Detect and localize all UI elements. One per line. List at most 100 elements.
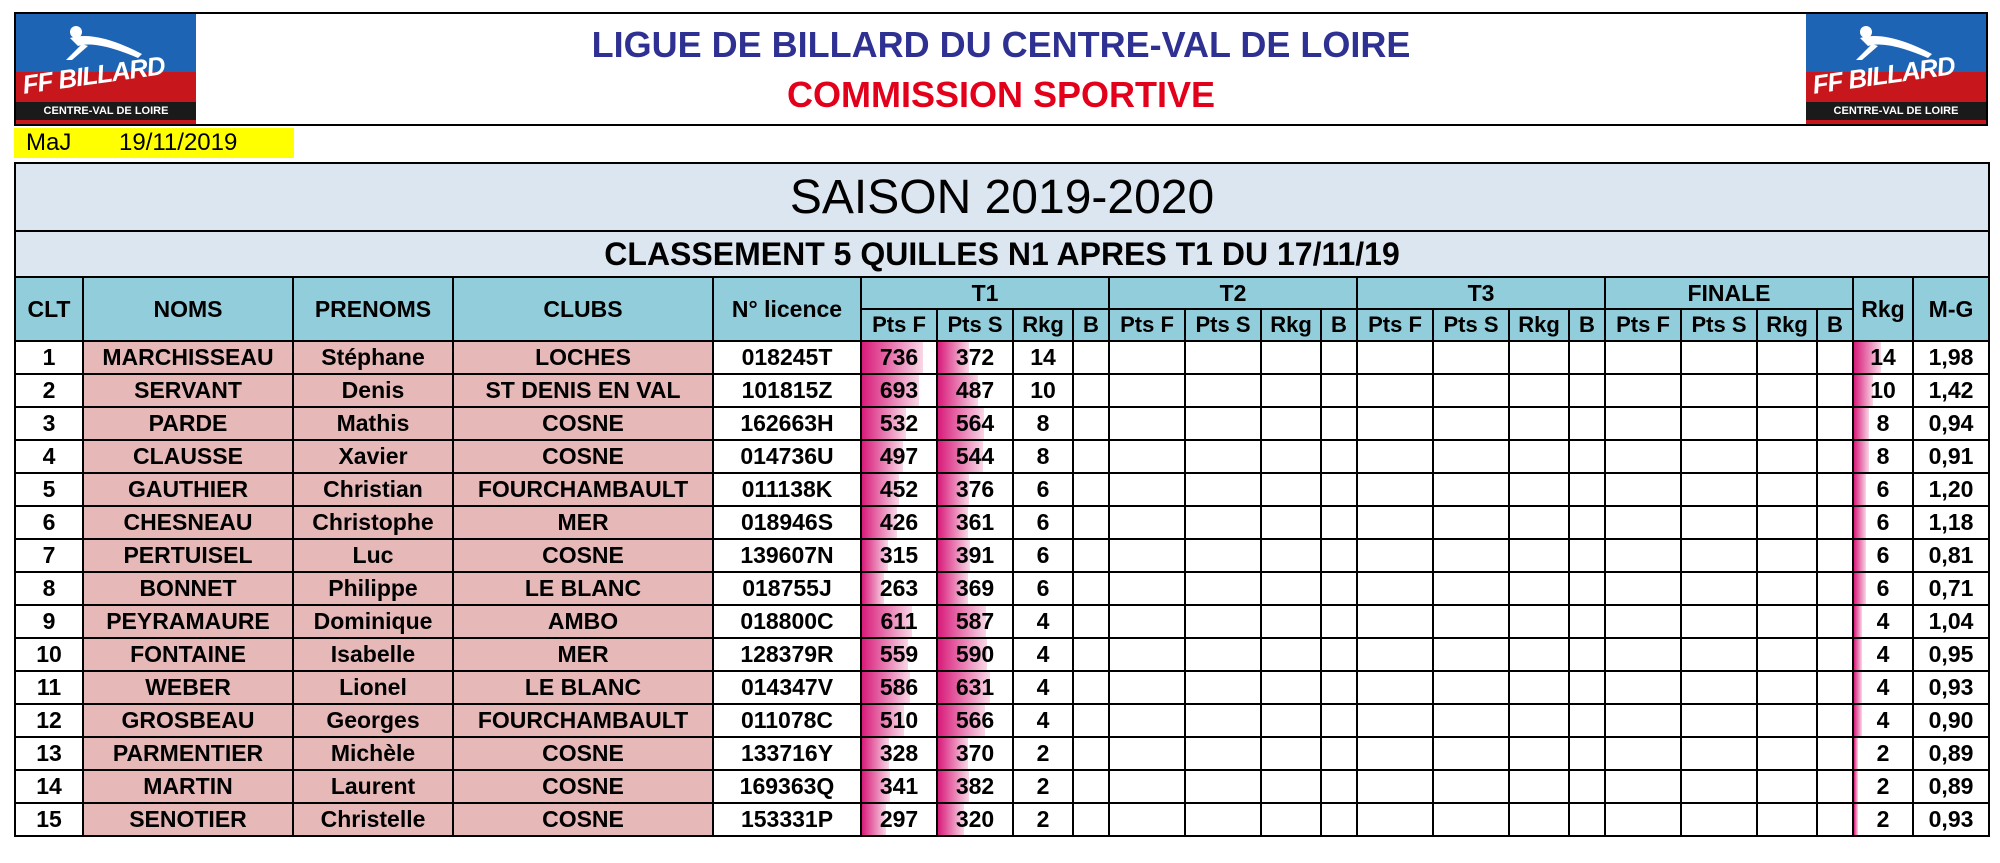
cell-t1-rkg: 6 <box>1012 571 1074 606</box>
cell-prenom: Christophe <box>292 505 454 540</box>
table-row: 4 CLAUSSE Xavier COSNE 014736U 497 544 8 8 0,91 <box>14 439 1991 474</box>
cell-t1-b <box>1072 505 1110 540</box>
cell-clt: 2 <box>14 373 84 408</box>
cell-empty <box>1756 637 1818 672</box>
cell-empty <box>1260 439 1322 474</box>
cell-t1-pts-s: 487 <box>936 373 1014 408</box>
cell-t1-pts-s: 369 <box>936 571 1014 606</box>
cell-rkg: 4 <box>1852 637 1914 672</box>
cell-t1-pts-f-bar <box>863 640 908 669</box>
cell-t1-pts-f-value: 497 <box>879 443 919 469</box>
cell-empty <box>1356 472 1434 507</box>
cell-rkg: 2 <box>1852 769 1914 804</box>
cell-t1-b <box>1072 604 1110 639</box>
cell-empty <box>1816 472 1854 507</box>
cell-t1-pts-f: 559 <box>860 637 938 672</box>
cell-t1-rkg: 8 <box>1012 439 1074 474</box>
cell-empty <box>1184 670 1262 705</box>
cell-t1-pts-f: 452 <box>860 472 938 507</box>
cell-empty <box>1568 802 1606 837</box>
cell-rkg-bar <box>1855 673 1862 702</box>
cell-empty <box>1508 604 1570 639</box>
col-t3: T3 <box>1356 276 1606 310</box>
cell-rkg: 6 <box>1852 571 1914 606</box>
cell-licence: 128379R <box>712 637 862 672</box>
cell-t1-pts-f: 297 <box>860 802 938 837</box>
table-row: 11 WEBER Lionel LE BLANC 014347V 586 631 4 4 0,93 <box>14 670 1991 705</box>
cell-empty <box>1680 604 1758 639</box>
cell-rkg-value: 8 <box>1876 443 1890 469</box>
cell-t1-rkg: 6 <box>1012 538 1074 573</box>
cell-t1-b <box>1072 703 1110 738</box>
cell-nom: GAUTHIER <box>82 472 294 507</box>
cell-licence: 018245T <box>712 340 862 375</box>
cell-mg: 0,93 <box>1911 802 1991 837</box>
cell-mg: 0,81 <box>1911 538 1991 573</box>
subcol-t2-pts-s: Pts S <box>1184 308 1262 342</box>
cell-t1-b <box>1072 736 1110 771</box>
cell-empty <box>1320 373 1358 408</box>
cell-nom: GROSBEAU <box>82 703 294 738</box>
cell-empty <box>1432 769 1510 804</box>
cell-t1-rkg: 6 <box>1012 505 1074 540</box>
cell-t1-pts-s-value: 361 <box>955 509 995 535</box>
cell-empty <box>1432 703 1510 738</box>
cell-empty <box>1568 340 1606 375</box>
cell-rkg-value: 6 <box>1876 476 1890 502</box>
cell-empty <box>1816 769 1854 804</box>
cell-empty <box>1184 703 1262 738</box>
cell-empty <box>1604 505 1682 540</box>
cell-t1-pts-f-value: 736 <box>879 344 919 370</box>
cell-mg: 0,93 <box>1911 670 1991 705</box>
cell-rkg-bar <box>1855 343 1882 372</box>
cell-t1-pts-f-bar <box>863 739 889 768</box>
cell-rkg: 2 <box>1852 736 1914 771</box>
cell-empty <box>1568 769 1606 804</box>
cell-empty <box>1260 472 1322 507</box>
cell-clt: 3 <box>14 406 84 441</box>
cell-empty <box>1680 703 1758 738</box>
cell-empty <box>1356 340 1434 375</box>
cell-mg: 0,95 <box>1911 637 1991 672</box>
cell-empty <box>1320 736 1358 771</box>
cell-empty <box>1320 703 1358 738</box>
cell-empty <box>1508 769 1570 804</box>
cell-t1-pts-f-bar <box>863 376 919 405</box>
cell-clt: 6 <box>14 505 84 540</box>
cell-t1-pts-f: 315 <box>860 538 938 573</box>
cell-rkg-bar <box>1855 442 1870 471</box>
cell-t1-pts-f-value: 510 <box>879 707 919 733</box>
cell-t1-pts-f-bar <box>863 673 911 702</box>
cell-t1-rkg: 8 <box>1012 406 1074 441</box>
cell-t1-pts-f-bar <box>863 706 904 735</box>
cell-t1-pts-f-value: 263 <box>879 575 919 601</box>
cell-t1-pts-f-value: 452 <box>879 476 919 502</box>
cell-empty <box>1508 703 1570 738</box>
cell-empty <box>1320 472 1358 507</box>
cell-t1-pts-s: 320 <box>936 802 1014 837</box>
cell-rkg-value: 6 <box>1876 509 1890 535</box>
subcol-finale-pts-f: Pts F <box>1604 308 1682 342</box>
cell-empty <box>1108 604 1186 639</box>
cell-rkg-value: 4 <box>1876 674 1890 700</box>
cell-t1-b <box>1072 637 1110 672</box>
col-clubs: CLUBS <box>452 276 714 342</box>
table-row: 8 BONNET Philippe LE BLANC 018755J 263 369 6 6 0,… <box>14 571 1991 606</box>
cell-t1-pts-s-bar <box>939 706 985 735</box>
cell-empty <box>1568 406 1606 441</box>
cell-empty <box>1756 670 1818 705</box>
cell-clt: 5 <box>14 472 84 507</box>
cell-t1-rkg: 14 <box>1012 340 1074 375</box>
ff-billard-logo-right: FF BILLARD CENTRE-VAL DE LOIRE <box>1806 14 1986 124</box>
cell-t1-pts-f: 426 <box>860 505 938 540</box>
cell-t1-pts-s-value: 587 <box>955 608 995 634</box>
cell-empty <box>1680 340 1758 375</box>
subcol-t2-rkg: Rkg <box>1260 308 1322 342</box>
cell-empty <box>1184 802 1262 837</box>
table-row: 7 PERTUISEL Luc COSNE 139607N 315 391 6 6 0,81 <box>14 538 1991 573</box>
logo-region: CENTRE-VAL DE LOIRE <box>1806 102 1986 120</box>
cell-empty <box>1604 406 1682 441</box>
cell-t1-pts-f: 736 <box>860 340 938 375</box>
cell-empty <box>1260 736 1322 771</box>
cell-t1-pts-f-bar <box>863 409 906 438</box>
